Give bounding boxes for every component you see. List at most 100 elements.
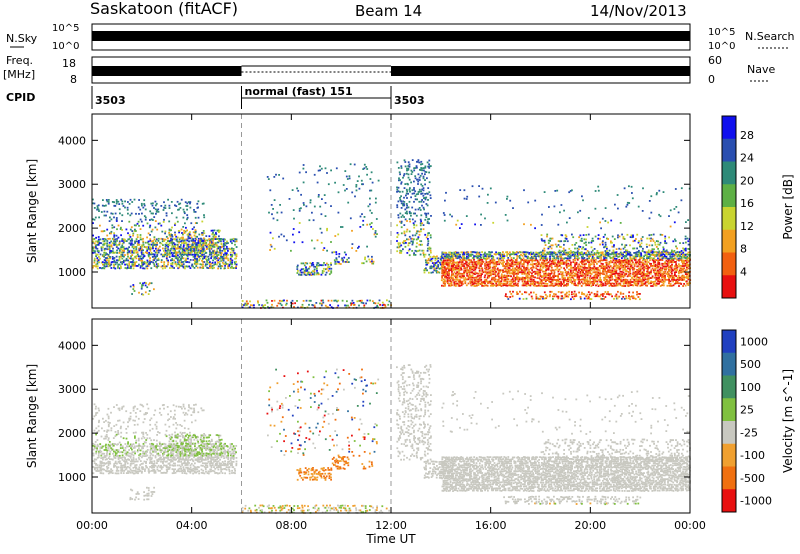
power-cell	[132, 259, 135, 262]
power-cell	[168, 220, 171, 223]
power-cell	[557, 279, 559, 281]
power-cell	[467, 262, 470, 265]
power-cell	[229, 253, 232, 256]
power-cell	[603, 297, 605, 300]
power-cell	[186, 252, 188, 255]
power-cell	[614, 251, 617, 254]
power-cell	[192, 231, 195, 234]
power-cell	[665, 253, 667, 255]
power-cell	[170, 264, 173, 267]
power-cell	[104, 257, 107, 259]
power-cell	[128, 234, 131, 237]
power-cell	[369, 197, 371, 200]
power-cell	[285, 304, 287, 306]
power-cell	[500, 276, 503, 279]
power-cell	[340, 259, 343, 261]
power-cell	[679, 253, 681, 256]
power-cell	[494, 267, 496, 270]
power-cell	[189, 253, 192, 256]
power-cell	[129, 285, 132, 288]
power-cell	[213, 235, 216, 238]
power-cell	[612, 257, 615, 260]
power-cell	[618, 259, 621, 261]
power-cell	[142, 257, 144, 259]
power-cell	[474, 268, 477, 271]
power-cell	[539, 273, 542, 276]
power-cell	[644, 274, 647, 277]
power-cell	[428, 171, 430, 174]
power-cell	[175, 257, 178, 260]
power-cell	[317, 195, 320, 198]
power-cell	[637, 271, 640, 273]
power-cell	[662, 256, 665, 259]
power-cell	[530, 266, 533, 269]
noise-sky-band	[92, 31, 690, 41]
power-cell	[398, 179, 400, 182]
power-cell	[543, 260, 546, 263]
power-cell	[407, 206, 410, 209]
power-cell	[478, 263, 481, 265]
power-cell	[655, 267, 658, 269]
power-cell	[212, 242, 215, 244]
power-cell	[508, 270, 511, 273]
power-cell	[647, 255, 650, 258]
power-cell	[681, 270, 684, 273]
power-cell	[687, 259, 690, 262]
power-cell	[469, 274, 471, 277]
power-cell	[408, 235, 411, 238]
power-cell	[424, 218, 427, 221]
power-cell	[366, 168, 369, 170]
power-cell	[664, 265, 666, 268]
power-cell	[605, 253, 608, 256]
power-cell	[604, 274, 607, 277]
power-cell	[468, 273, 471, 275]
power-cell	[597, 285, 600, 287]
power-cell	[209, 265, 211, 267]
power-cell	[313, 271, 316, 274]
power-cell	[665, 265, 667, 268]
power-cell	[655, 276, 658, 279]
power-cell	[600, 297, 603, 300]
power-cell	[527, 259, 529, 262]
power-cell	[427, 262, 430, 264]
power-cell	[213, 237, 216, 240]
power-cell	[671, 272, 673, 275]
power-cell	[486, 273, 489, 275]
power-cell	[334, 235, 337, 237]
power-cell	[662, 282, 665, 285]
power-cell	[584, 248, 587, 251]
power-cell	[227, 265, 229, 268]
power-cell	[170, 239, 173, 242]
power-cell	[616, 259, 619, 262]
power-cell	[529, 284, 532, 287]
power-cell	[517, 278, 520, 281]
power-cell	[131, 250, 134, 253]
power-cell	[163, 261, 166, 263]
power-cell	[375, 197, 377, 200]
power-cell	[474, 263, 477, 265]
power-cell	[474, 276, 477, 279]
power-cell	[482, 271, 485, 274]
power-cell	[347, 257, 350, 259]
power-cell	[113, 266, 115, 269]
power-cell	[388, 300, 391, 303]
power-cell	[204, 263, 207, 266]
power-cell	[210, 262, 213, 265]
power-cell	[157, 249, 160, 252]
power-cell	[174, 255, 177, 257]
power-cell	[424, 165, 427, 168]
power-cell	[158, 245, 161, 248]
power-cell	[178, 203, 180, 206]
power-cell	[632, 273, 634, 275]
power-cell	[164, 253, 167, 256]
power-cell	[143, 261, 146, 263]
power-cell	[585, 234, 588, 236]
power-cell	[98, 210, 100, 212]
power-cell	[558, 273, 561, 275]
power-cell	[491, 261, 493, 264]
power-cell	[171, 235, 174, 238]
power-cell	[543, 263, 546, 266]
power-cell	[579, 261, 582, 263]
power-cell	[222, 263, 225, 265]
power-cell	[647, 253, 650, 255]
